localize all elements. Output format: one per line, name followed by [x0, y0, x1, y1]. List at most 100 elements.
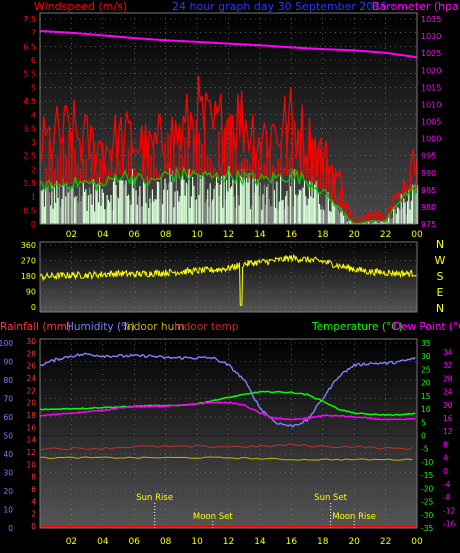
wind-gust-bar [348, 213, 350, 218]
wind-average-bar [50, 205, 52, 224]
wind-average-bar [141, 206, 143, 224]
wind-average-bar [66, 182, 68, 224]
wind-average-bar [195, 199, 198, 224]
wind-average-bar [390, 219, 392, 224]
wind-average-bar [198, 195, 200, 224]
wind-average-bar [308, 180, 311, 224]
wind-average-bar [371, 221, 373, 224]
wind-average-bar [190, 196, 192, 224]
wind-average-bar [266, 186, 268, 224]
wind-average-bar [367, 221, 370, 224]
wind-average-bar [380, 221, 382, 224]
wind-average-bar [295, 194, 297, 224]
barometer-line [39, 30, 418, 59]
wind-gust-bar [285, 123, 288, 176]
compass-label: N [436, 302, 444, 315]
wind-average-bar [281, 200, 283, 224]
wind-gust-bar [252, 145, 254, 179]
wind-average-bar [89, 187, 91, 224]
rainfall-tick-label: 14 [26, 436, 36, 445]
wind-x-tick-label: 08 [160, 230, 172, 240]
wind-average-bar [150, 203, 152, 224]
wind-average-bar [63, 185, 66, 224]
wind-average-bar [268, 199, 270, 224]
wind-average-bar [71, 186, 73, 224]
wind-average-bar [116, 196, 118, 224]
wind-average-bar [258, 195, 260, 224]
wind-average-bar [42, 189, 44, 224]
temp-x-tick-label: 14 [254, 537, 266, 547]
wind-gust-bar [269, 146, 271, 179]
wind-average-bar [285, 196, 287, 224]
temperature-label: Temperature (°C) [311, 321, 403, 333]
rainfall-tick-label: 26 [26, 362, 36, 371]
wind-average-bar [217, 182, 219, 224]
wind-gust-bar [300, 130, 302, 178]
wind-gust-bar [336, 196, 339, 206]
wind-average-bar [51, 182, 53, 224]
wind-gust-bar [158, 172, 161, 179]
humidity-tick-label: 90 [3, 358, 13, 367]
wind-gust-bar [155, 169, 158, 180]
wind-gust-bar [266, 144, 268, 180]
direction-tick-label: 0 [31, 303, 36, 312]
wind-average-bar [264, 204, 267, 224]
wind-average-bar [394, 208, 396, 224]
wind-average-bar [231, 186, 233, 224]
wind-average-bar [409, 209, 411, 224]
temperature-tick-label: 30 [421, 352, 431, 361]
wind-average-bar [334, 204, 336, 224]
temperature-tick-label: -10 [421, 458, 433, 467]
wind-gust-bar [223, 127, 226, 176]
wind-x-tick-label: 00 [411, 230, 423, 240]
wind-average-bar [395, 213, 397, 224]
temp-x-tick-label: 06 [129, 537, 141, 547]
wind-average-bar [307, 198, 309, 224]
wind-gust-bar [376, 215, 379, 222]
wind-gust-bar [113, 171, 116, 179]
wind-gust-bar [90, 152, 93, 184]
wind-average-bar [413, 185, 415, 224]
wind-gust-bar [334, 173, 336, 204]
wind-average-bar [278, 201, 280, 224]
wind-average-bar [120, 179, 122, 224]
wind-gust-bar [141, 163, 144, 181]
wind-average-bar [218, 196, 220, 224]
wind-average-bar [272, 175, 274, 224]
rainfall-tick-label: 28 [26, 349, 36, 358]
wind-average-bar [274, 207, 277, 224]
wind-average-bar [112, 181, 115, 224]
wind-average-bar [180, 177, 182, 224]
temp-x-tick-label: 20 [348, 537, 360, 547]
wind-average-bar [210, 202, 213, 224]
humidity-tick-label: 70 [3, 395, 13, 404]
wind-average-bar [405, 214, 407, 224]
wind-average-bar [346, 221, 348, 224]
wind-average-bar [384, 222, 386, 224]
wind-average-bar [223, 174, 225, 224]
wind-gust-bar [130, 140, 133, 177]
wind-gust-bar [342, 200, 345, 212]
wind-average-bar [53, 187, 56, 224]
wind-average-bar [241, 168, 243, 224]
windspeed-tick-label: 0 [31, 220, 36, 229]
humidity-tick-label: 80 [3, 376, 13, 385]
wind-average-bar [136, 204, 138, 224]
wind-average-bar [262, 194, 264, 224]
windspeed-tick-label: 5.5 [23, 70, 36, 79]
wind-gust-bar [201, 143, 203, 176]
wind-average-bar [169, 167, 171, 224]
temperature-tick-label: 35 [421, 339, 431, 348]
wind-average-bar [408, 189, 410, 224]
humidity-tick-label: 60 [3, 413, 13, 422]
wind-average-bar [321, 205, 323, 224]
wind-average-bar [207, 189, 209, 224]
wind-average-bar [378, 222, 380, 224]
wind-average-bar [151, 189, 154, 224]
wind-average-bar [296, 196, 298, 224]
wind-gust-bar [206, 156, 209, 177]
temperature-tick-label: 20 [421, 379, 431, 388]
wind-average-bar [302, 187, 304, 224]
wind-gust-bar [45, 168, 48, 186]
rainfall-tick-label: 6 [31, 485, 36, 494]
